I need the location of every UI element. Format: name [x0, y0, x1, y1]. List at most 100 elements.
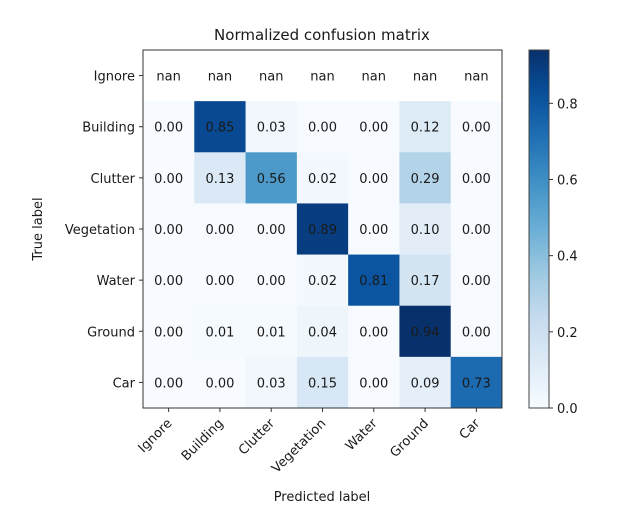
heatmap-cell [194, 152, 247, 204]
heatmap-cell [348, 101, 400, 153]
cell-value-label: 0.00 [257, 223, 286, 238]
heatmap-cell [143, 101, 195, 153]
cell-value-label: 0.13 [205, 172, 234, 187]
colorbar-tick-label: 0.2 [557, 326, 578, 341]
heatmap-cell [296, 203, 349, 256]
heatmap-cell [348, 203, 400, 256]
heatmap-cell [194, 356, 247, 409]
heatmap-cell [143, 203, 195, 256]
heatmap-cell [348, 254, 400, 307]
heatmap-cell [143, 356, 195, 409]
cell-value-label: 0.00 [359, 223, 388, 238]
heatmap-cell [399, 50, 452, 102]
heatmap-cell [450, 203, 503, 256]
heatmap-cell [348, 152, 400, 204]
colorbar-tick-label: 0.6 [557, 173, 578, 188]
cell-value-label: 0.00 [154, 274, 183, 289]
heatmap-cell [296, 254, 349, 307]
cell-value-label: 0.00 [257, 274, 286, 289]
x-tick-label: Ground [387, 416, 431, 460]
cell-value-label: 0.85 [205, 121, 234, 136]
heatmap-cell [143, 305, 195, 358]
x-tick-label: Water [343, 416, 381, 454]
heatmap-cell [245, 101, 298, 153]
heatmap-cell [348, 356, 400, 409]
y-axis-ticks: Ignore Building Clutter Vegetation Water Grou… [65, 70, 143, 391]
cell-value-label: 0.00 [462, 274, 491, 289]
cell-value-label: 0.15 [308, 376, 337, 391]
cell-value-label: 0.00 [359, 172, 388, 187]
heatmap-cell [399, 356, 452, 409]
x-tick-label: Vegetation [269, 416, 329, 476]
cell-value-label: 0.00 [205, 376, 234, 391]
heatmap-cell [296, 356, 349, 409]
cell-value-label: 0.00 [359, 121, 388, 136]
cell-value-label: nan [362, 70, 386, 85]
heatmap-cell [143, 254, 195, 307]
heatmap-cell [143, 50, 195, 102]
cell-value-label: 0.02 [308, 274, 337, 289]
heatmap-cell [296, 152, 349, 204]
cell-value-label: 0.00 [462, 172, 491, 187]
heatmap-cell [399, 152, 452, 204]
heatmap-cell [296, 101, 349, 153]
cell-value-label: 0.12 [411, 121, 440, 136]
cell-value-label: 0.03 [257, 376, 286, 391]
heatmap-cell [399, 203, 452, 256]
x-tick-label: Car [457, 416, 484, 443]
heatmap-cells: nan nan nan nan nan nan nan 0.00 0.85 0.03 0.00 0.0… [143, 50, 503, 409]
cell-value-label: 0.00 [359, 325, 388, 340]
cell-value-label: 0.00 [359, 376, 388, 391]
cell-value-label: 0.09 [411, 376, 440, 391]
cell-value-label: 0.01 [257, 325, 286, 340]
cell-value-label: 0.17 [411, 274, 440, 289]
colorbar-tick-label: 0.0 [557, 402, 578, 417]
cell-value-label: nan [156, 70, 180, 85]
heatmap-cell [194, 254, 247, 307]
cell-value-label: 0.02 [308, 172, 337, 187]
cell-value-label: 0.00 [308, 121, 337, 136]
cell-value-label: nan [208, 70, 232, 85]
cell-value-label: 0.00 [154, 121, 183, 136]
cell-value-label: 0.00 [462, 223, 491, 238]
colorbar-ticks: 0.0 0.2 0.4 0.6 0.8 [549, 97, 578, 417]
y-tick-label: Car [113, 376, 136, 391]
cell-value-label: 0.73 [462, 376, 491, 391]
heatmap-cell [450, 305, 503, 358]
heatmap-cell [450, 101, 503, 153]
x-tick-label: Ignore [136, 416, 176, 456]
heatmap-cell [296, 50, 349, 102]
cell-value-label: 0.00 [205, 274, 234, 289]
heatmap-cell [450, 254, 503, 307]
cell-value-label: nan [259, 70, 283, 85]
heatmap-cell [450, 152, 503, 204]
heatmap-cell [245, 356, 298, 409]
heatmap-cell [348, 50, 400, 102]
cell-value-label: 0.01 [205, 325, 234, 340]
cell-value-label: nan [310, 70, 334, 85]
heatmap-cell [245, 152, 298, 204]
cell-value-label: 0.00 [154, 325, 183, 340]
y-tick-label: Vegetation [65, 223, 135, 238]
chart-title: Normalized confusion matrix [214, 26, 430, 44]
cell-value-label: 0.00 [154, 172, 183, 187]
y-tick-label: Ignore [94, 70, 135, 85]
cell-value-label: 0.00 [462, 325, 491, 340]
colorbar-tick-label: 0.4 [557, 250, 578, 265]
colorbar-tick-label: 0.8 [557, 97, 578, 112]
heatmap-cell [194, 203, 247, 256]
cell-value-label: 0.10 [411, 223, 440, 238]
heatmap-cell [194, 101, 247, 153]
heatmap-cell [348, 305, 400, 358]
heatmap-cell [143, 152, 195, 204]
heatmap-cell [399, 305, 452, 358]
cell-value-label: 0.94 [411, 325, 440, 340]
heatmap-cell [399, 254, 452, 307]
heatmap-cell [296, 305, 349, 358]
x-tick-label: Building [179, 416, 227, 464]
cell-value-label: 0.29 [411, 172, 440, 187]
x-axis-label: Predicted label [274, 490, 371, 505]
cell-value-label: 0.04 [308, 325, 337, 340]
heatmap-cell [450, 50, 503, 102]
